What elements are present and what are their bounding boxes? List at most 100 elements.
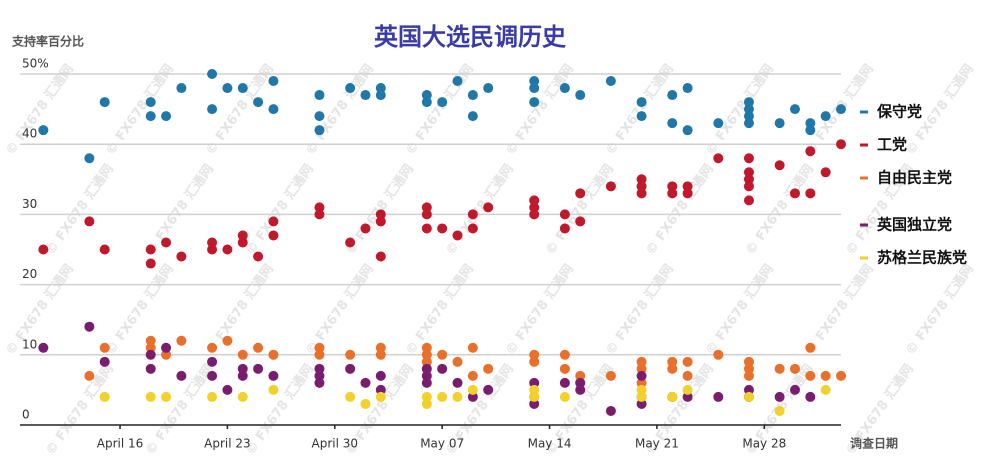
- data-point: [529, 83, 540, 94]
- data-point: [99, 391, 110, 402]
- data-point: [222, 244, 233, 255]
- data-point: [820, 370, 831, 381]
- data-point: [605, 181, 616, 192]
- data-point: [713, 349, 724, 360]
- data-point: [237, 349, 248, 360]
- watermark: © FX678 汇通网: [542, 161, 617, 258]
- data-point: [222, 384, 233, 395]
- data-point: [820, 167, 831, 178]
- y-tick-label: 20: [22, 267, 37, 281]
- data-point: [743, 97, 754, 108]
- data-point: [314, 209, 325, 220]
- data-point: [743, 181, 754, 192]
- data-point: [575, 370, 586, 381]
- data-point: [805, 125, 816, 136]
- data-point: [636, 174, 647, 185]
- data-point: [467, 90, 478, 101]
- data-point: [452, 391, 463, 402]
- data-point: [743, 104, 754, 115]
- watermark: © FX678 汇通网: [242, 361, 317, 458]
- data-point: [636, 384, 647, 395]
- data-point: [682, 181, 693, 192]
- data-point: [375, 391, 386, 402]
- data-point: [529, 202, 540, 213]
- data-point: [667, 181, 678, 192]
- data-point: [360, 398, 371, 409]
- plot-area: 0 10 20 30 40 50% April 16 April 23 April 30 May …: [20, 57, 846, 451]
- data-point: [161, 349, 172, 360]
- x-tick-label: May 07: [420, 437, 464, 451]
- data-point: [375, 349, 386, 360]
- legend-label: 保守党: [876, 103, 922, 121]
- data-point: [38, 244, 49, 255]
- data-point: [559, 377, 570, 388]
- data-point: [38, 342, 49, 353]
- data-point: [237, 391, 248, 402]
- data-point: [268, 349, 279, 360]
- data-point: [575, 90, 586, 101]
- data-point: [467, 391, 478, 402]
- data-point: [682, 125, 693, 136]
- x-tick-label: May 21: [635, 437, 679, 451]
- data-point: [667, 363, 678, 374]
- data-point: [452, 230, 463, 241]
- data-point: [559, 391, 570, 402]
- data-point: [789, 104, 800, 115]
- data-point: [207, 356, 218, 367]
- data-point: [575, 216, 586, 227]
- watermark: © FX678 汇通网: [802, 261, 877, 358]
- data-point: [636, 370, 647, 381]
- data-point: [176, 251, 187, 262]
- x-tick-label: April 23: [204, 437, 251, 451]
- data-point: [421, 391, 432, 402]
- data-point: [145, 244, 156, 255]
- data-point: [559, 223, 570, 234]
- data-point: [667, 188, 678, 199]
- data-point: [636, 377, 647, 388]
- data-point: [207, 69, 218, 79]
- watermark: © FX678 汇通网: [142, 161, 217, 258]
- data-point: [774, 118, 785, 129]
- data-point: [268, 230, 279, 241]
- data-point: [176, 370, 187, 381]
- data-point: [161, 111, 172, 122]
- x-tick-label: May 14: [528, 437, 572, 451]
- data-point: [467, 342, 478, 353]
- data-point: [805, 118, 816, 129]
- data-point: [805, 391, 816, 402]
- data-point: [667, 118, 678, 129]
- data-point: [207, 244, 218, 255]
- data-point: [743, 363, 754, 374]
- data-point: [805, 188, 816, 199]
- data-point: [605, 370, 616, 381]
- data-point: [84, 153, 95, 164]
- data-point: [314, 202, 325, 213]
- data-point: [682, 370, 693, 381]
- data-point: [743, 111, 754, 122]
- data-point: [713, 118, 724, 129]
- data-point: [268, 104, 279, 115]
- data-point: [529, 76, 540, 87]
- y-axis-label: 支持率百分比: [11, 34, 84, 49]
- data-point: [268, 216, 279, 227]
- y-tick-label: 30: [22, 197, 37, 211]
- x-axis-label: 调查日期: [850, 436, 898, 451]
- data-point: [421, 209, 432, 220]
- data-point: [667, 391, 678, 402]
- legend-label: 英国独立党: [877, 216, 952, 234]
- data-point: [268, 370, 279, 381]
- data-point: [529, 97, 540, 108]
- chart-title: 英国大选民调历史: [374, 23, 567, 51]
- data-point: [743, 370, 754, 381]
- data-point: [559, 349, 570, 360]
- data-point: [789, 363, 800, 374]
- data-point: [237, 363, 248, 374]
- data-point: [375, 216, 386, 227]
- data-point: [253, 97, 264, 108]
- data-point: [345, 391, 356, 402]
- data-point: [314, 363, 325, 374]
- watermark: © FX678 汇通网: [2, 261, 77, 358]
- data-point: [84, 216, 95, 227]
- watermark: © FX678 汇通网: [42, 161, 117, 258]
- data-point: [636, 398, 647, 409]
